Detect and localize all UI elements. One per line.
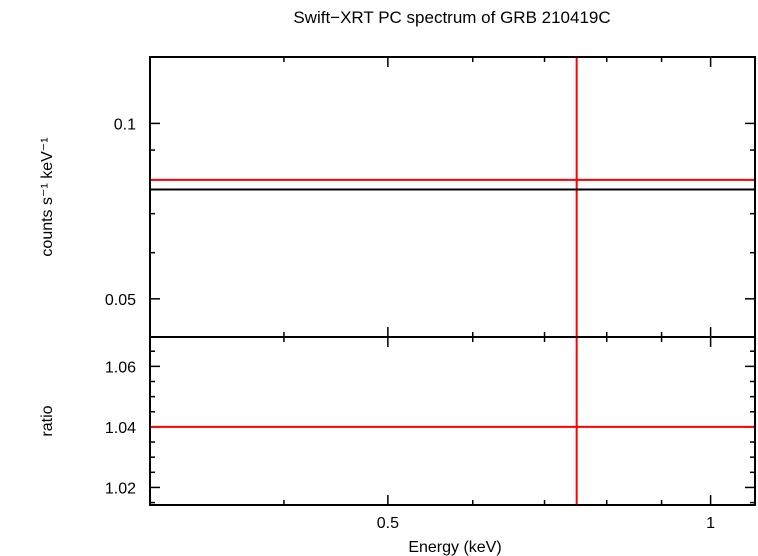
ratio-tick-marks bbox=[149, 337, 755, 505]
ratio-panel: 1.021.041.06 0.5 1 ratio Energy (keV) bbox=[39, 336, 756, 556]
x-tick-label: 1 bbox=[706, 515, 715, 532]
chart-title: Swift−XRT PC spectrum of GRB 210419C bbox=[293, 8, 610, 27]
y-tick-label: 1.04 bbox=[105, 420, 136, 437]
spectrum-tick-marks bbox=[149, 57, 755, 337]
y-tick-label: 1.06 bbox=[105, 359, 136, 376]
ratio-y-axis-label: ratio bbox=[39, 405, 56, 436]
ratio-plot-frame bbox=[149, 336, 756, 506]
y-tick-label: 0.1 bbox=[114, 116, 136, 133]
spectrum-y-axis-label: counts s⁻¹ keV⁻¹ bbox=[39, 137, 56, 256]
x-axis-label: Energy (keV) bbox=[408, 539, 501, 556]
spectrum-y-tick-labels: 0.05 0.1 bbox=[105, 116, 136, 308]
spectrum-data-layer bbox=[150, 57, 755, 337]
ratio-data-layer bbox=[150, 337, 755, 505]
x-tick-label: 0.5 bbox=[377, 515, 399, 532]
spectrum-panel: 0.05 0.1 counts s⁻¹ keV⁻¹ bbox=[39, 56, 756, 338]
spectrum-plot-frame bbox=[149, 56, 756, 338]
y-tick-label: 1.02 bbox=[105, 480, 136, 497]
ratio-y-tick-labels: 1.02 1.04 1.06 bbox=[105, 359, 136, 497]
ratio-x-tick-labels: 0.5 1 bbox=[377, 515, 715, 532]
y-tick-label: 0.05 bbox=[105, 292, 136, 309]
